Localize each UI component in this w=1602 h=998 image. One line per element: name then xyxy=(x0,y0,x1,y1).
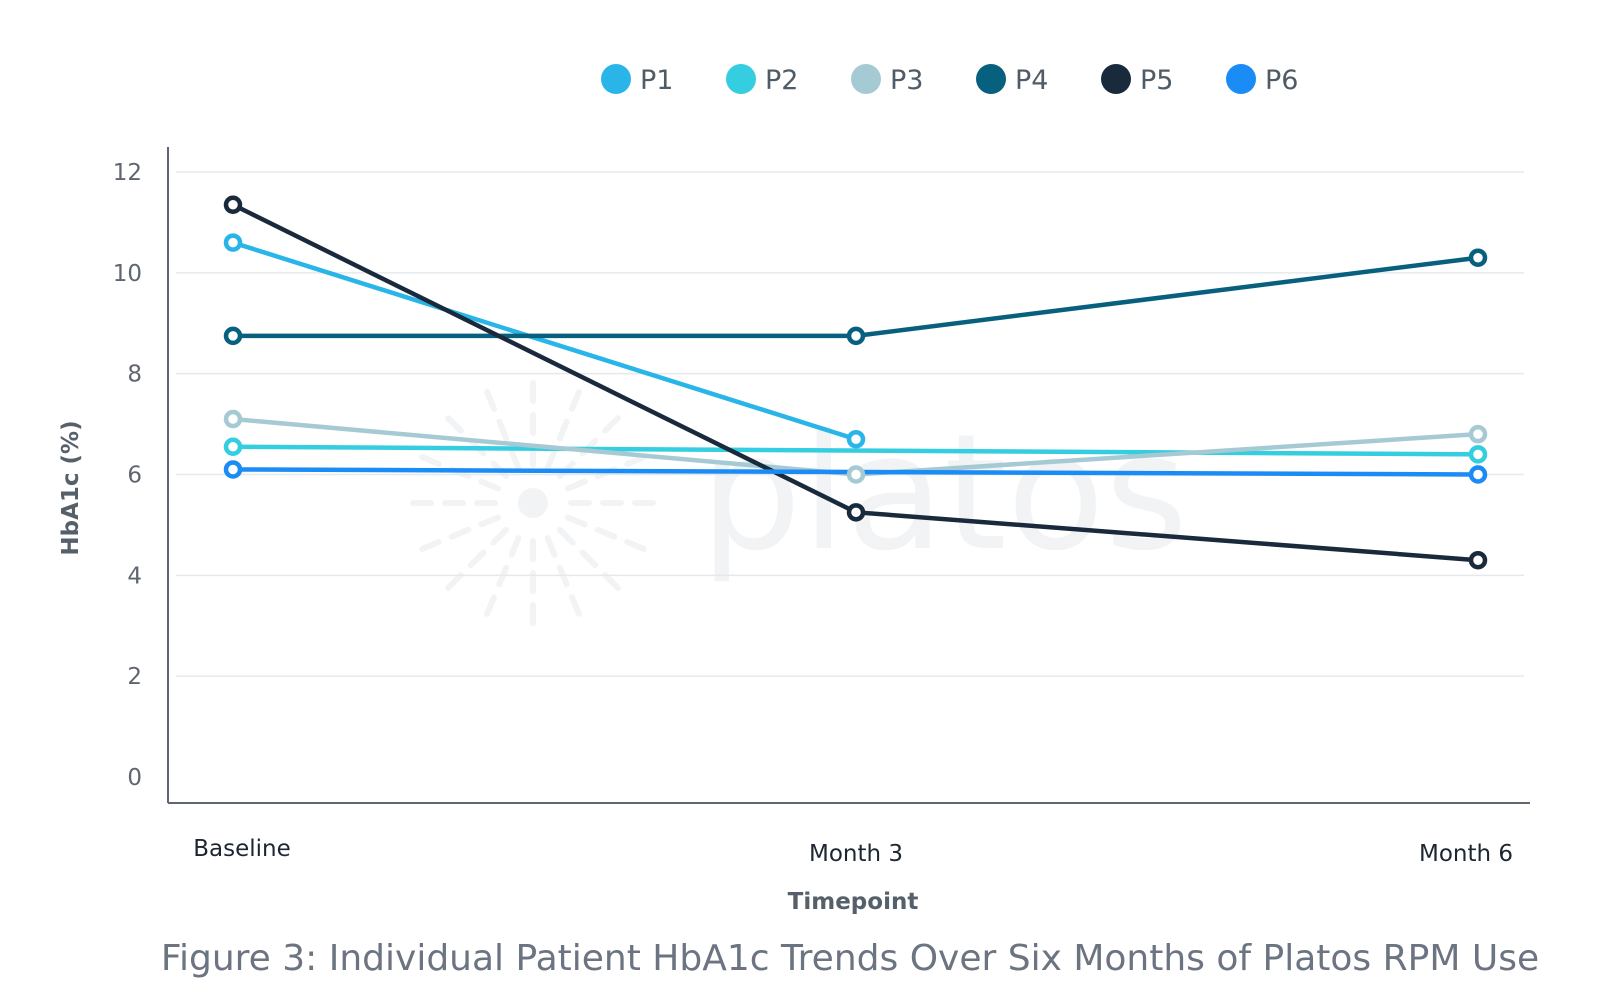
watermark-sun-ray xyxy=(544,535,583,619)
y-tick-label: 12 xyxy=(113,160,142,186)
watermark-sun-ray xyxy=(544,387,583,471)
legend-label: P3 xyxy=(890,65,923,96)
y-axis-title: HbA1c (%) xyxy=(58,420,84,555)
data-point-p5 xyxy=(223,195,243,215)
y-tick-label: 2 xyxy=(127,664,142,690)
legend-item-p4: P4 xyxy=(976,64,1048,96)
watermark-sun-ray xyxy=(483,387,522,471)
series-line-p2 xyxy=(230,444,1481,457)
watermark-sun-ray xyxy=(556,526,623,593)
y-tick-labels: 0 2 4 6 8 10 12 xyxy=(113,160,142,791)
legend-item-p2: P2 xyxy=(726,64,798,96)
legend-label: P6 xyxy=(1265,65,1298,96)
y-tick-label: 4 xyxy=(127,563,142,589)
legend-item-p3: P3 xyxy=(851,64,923,96)
data-point-p1 xyxy=(846,429,866,449)
series-markers xyxy=(223,195,1488,570)
series-line-p1 xyxy=(230,240,859,442)
x-tick-label: Month 6 xyxy=(1419,841,1513,867)
data-point-p4 xyxy=(1468,248,1488,267)
y-tick-label: 10 xyxy=(113,261,142,287)
legend-swatch xyxy=(601,64,631,94)
y-tick-label: 6 xyxy=(127,463,142,489)
legend-label: P5 xyxy=(1140,65,1173,96)
watermark-sun-center xyxy=(518,488,548,518)
x-tick-labels: Baseline Month 3 Month 6 xyxy=(193,836,1513,867)
figure-caption: Figure 3: Individual Patient HbA1c Trend… xyxy=(161,938,1539,979)
watermark-sun-ray xyxy=(417,514,501,553)
watermark-sun-ray xyxy=(556,413,623,480)
data-point-p2 xyxy=(1468,445,1488,464)
legend-swatch xyxy=(976,64,1006,94)
data-point-p3 xyxy=(846,465,866,484)
legend-swatch xyxy=(1101,64,1131,94)
legend-item-p6: P6 xyxy=(1226,64,1298,96)
legend-item-p5: P5 xyxy=(1101,64,1173,96)
data-point-p3 xyxy=(223,409,243,429)
legend: P1 P2 P3 P4 P5 P6 xyxy=(601,64,1298,96)
data-point-p2 xyxy=(223,437,243,457)
watermark-sun-ray xyxy=(565,514,649,553)
platos-watermark: platos xyxy=(408,378,1188,628)
legend-swatch xyxy=(851,64,881,94)
legend-label: P2 xyxy=(765,65,798,96)
data-point-p3 xyxy=(1468,424,1488,444)
data-point-p5 xyxy=(1468,550,1488,570)
legend-item-p1: P1 xyxy=(601,64,673,96)
y-tick-label: 0 xyxy=(127,765,142,791)
legend-label: P1 xyxy=(640,65,673,96)
y-tick-label: 8 xyxy=(127,362,142,388)
data-point-p4 xyxy=(223,326,243,346)
data-point-p6 xyxy=(223,460,243,479)
x-axis-title: Timepoint xyxy=(788,889,919,915)
data-point-p1 xyxy=(223,233,243,252)
legend-label: P4 xyxy=(1015,65,1048,96)
data-point-p6 xyxy=(1468,465,1488,484)
watermark-sun-ray xyxy=(483,535,522,619)
x-tick-label: Baseline xyxy=(193,836,291,862)
watermark-sun-ray xyxy=(443,526,510,593)
legend-swatch xyxy=(726,64,756,94)
data-point-p4 xyxy=(846,326,866,346)
watermark-text: platos xyxy=(700,399,1188,586)
axes xyxy=(167,147,1530,804)
data-point-p5 xyxy=(846,503,866,522)
x-tick-label: Month 3 xyxy=(809,841,903,867)
legend-swatch xyxy=(1226,64,1256,94)
